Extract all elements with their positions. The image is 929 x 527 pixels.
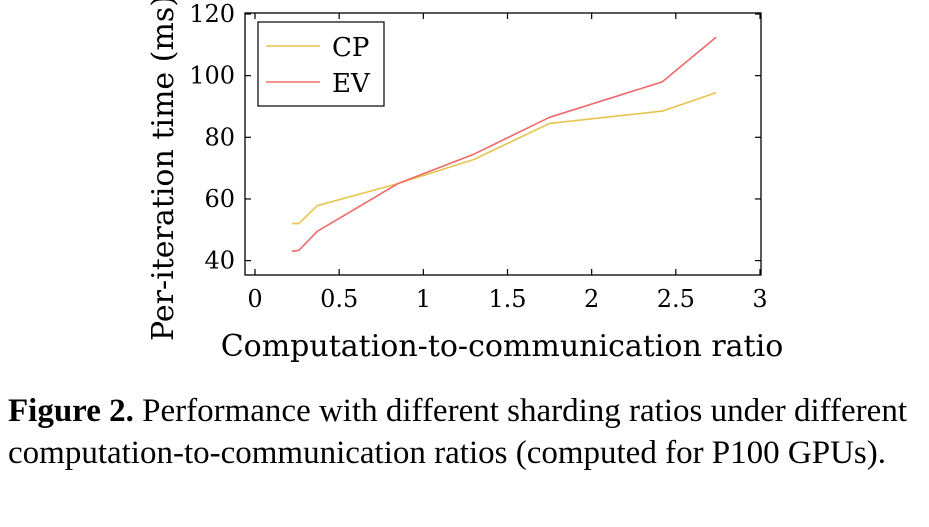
x-tick-label: 0.5 <box>320 285 358 313</box>
x-tick-label: 3 <box>752 285 767 313</box>
figure-caption: Figure 2. Performance with different sha… <box>8 390 923 474</box>
axis-ticks: 0 0.5 1 1.5 2 2.5 3 40 60 80 100 120 <box>189 0 767 313</box>
series-line-ev <box>291 36 717 253</box>
legend-box <box>257 21 385 107</box>
y-tick-label: 120 <box>189 0 235 28</box>
x-tick-label: 1.5 <box>488 285 526 313</box>
y-tick-label: 60 <box>204 185 235 213</box>
legend-label-cp: CP <box>332 33 369 63</box>
line-chart: 0 0.5 1 1.5 2 2.5 3 40 60 80 100 120 Computation-to… <box>146 0 784 364</box>
x-tick-label: 0 <box>247 285 262 313</box>
y-tick-label: 80 <box>204 123 235 151</box>
x-tick-label: 2.5 <box>657 285 695 313</box>
series-line-cp <box>292 91 717 225</box>
caption-label: Figure 2. <box>8 393 134 429</box>
y-tick-label: 100 <box>189 62 235 90</box>
y-tick-label: 40 <box>204 247 235 275</box>
plot-frame <box>244 12 762 276</box>
x-tick-label: 2 <box>584 285 599 313</box>
x-axis-label: Computation-to-communication ratio <box>221 329 784 364</box>
series-lines <box>291 36 717 253</box>
legend-label-ev: EV <box>332 69 371 99</box>
caption-text: Performance with different sharding rati… <box>8 393 907 471</box>
legend: CP EV <box>257 21 385 107</box>
x-tick-label: 1 <box>416 285 431 313</box>
y-axis-label: Per-iteration time (ms) <box>146 0 181 341</box>
